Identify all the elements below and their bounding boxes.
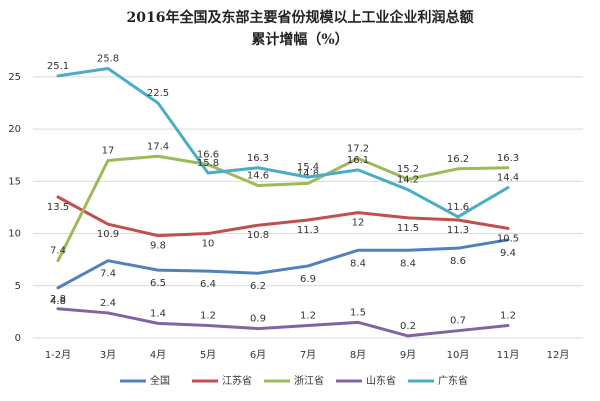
- data-label: 25.1: [47, 61, 69, 72]
- x-tick-label: 5月: [200, 349, 216, 361]
- data-label: 17: [102, 145, 115, 156]
- data-label: 7.4: [50, 246, 66, 257]
- x-tick-label: 12月: [547, 349, 570, 361]
- data-label: 16.3: [247, 153, 269, 164]
- data-label: 16.6: [197, 150, 219, 161]
- data-label: 1.5: [350, 307, 366, 318]
- data-label: 14.6: [247, 171, 269, 182]
- legend-label: 全国: [150, 374, 170, 387]
- data-label: 6.9: [300, 274, 316, 285]
- data-label: 1.2: [200, 310, 216, 321]
- data-label: 13.5: [47, 202, 69, 213]
- data-label: 6.5: [150, 278, 166, 289]
- data-label: 10.8: [247, 230, 269, 241]
- x-tick-label: 1-2月: [45, 349, 71, 361]
- x-tick-label: 7月: [300, 349, 316, 361]
- data-label: 10.9: [97, 229, 119, 240]
- legend-label: 浙江省: [294, 374, 324, 387]
- data-label: 8.4: [400, 258, 416, 269]
- data-label: 10: [202, 239, 215, 250]
- data-label: 11.3: [297, 225, 319, 236]
- series-line: [56, 238, 510, 290]
- data-label: 22.5: [147, 88, 169, 99]
- data-label: 12: [352, 218, 365, 229]
- data-label: 25.8: [97, 54, 119, 65]
- x-tick-label: 9月: [400, 349, 416, 361]
- data-label: 17.2: [347, 143, 369, 154]
- data-label: 0.2: [400, 321, 416, 332]
- x-tick-label: 3月: [100, 349, 116, 361]
- data-label: 1.4: [150, 308, 166, 319]
- series-line: [56, 154, 510, 263]
- data-label: 0.7: [450, 316, 466, 327]
- data-label: 10.5: [497, 233, 519, 244]
- data-label: 8.6: [450, 256, 466, 267]
- y-tick-label: 20: [8, 124, 21, 135]
- data-label: 2.8: [50, 294, 66, 305]
- series-line: [56, 195, 510, 238]
- data-label: 14.4: [497, 173, 519, 184]
- data-label: 9.8: [150, 241, 166, 252]
- chart-subtitle: 累计增幅（%）: [251, 31, 348, 48]
- x-tick-label: 6月: [250, 349, 266, 361]
- data-label: 8.4: [350, 258, 366, 269]
- legend-label: 江苏省: [222, 374, 252, 387]
- y-tick-label: 0: [15, 333, 21, 344]
- data-label: 1.2: [300, 310, 316, 321]
- legend-label: 山东省: [366, 374, 396, 387]
- x-tick-label: 11月: [497, 349, 520, 361]
- y-tick-label: 15: [8, 176, 21, 187]
- data-label: 0.9: [250, 314, 266, 325]
- x-tick-label: 4月: [150, 349, 166, 361]
- data-label: 14.2: [397, 175, 419, 186]
- data-label: 6.2: [250, 281, 266, 292]
- data-label: 7.4: [100, 269, 116, 280]
- data-label: 1.2: [500, 310, 516, 321]
- data-label: 16.1: [347, 155, 369, 166]
- data-label: 16.2: [447, 154, 469, 165]
- data-label: 15.8: [197, 158, 219, 169]
- y-tick-label: 25: [8, 72, 21, 83]
- series-line: [56, 307, 510, 338]
- x-tick-label: 10月: [447, 349, 470, 361]
- data-label: 11.5: [397, 223, 419, 234]
- chart-title: 2016年全国及东部主要省份规模以上工业企业利润总额: [127, 9, 474, 26]
- data-label: 11.3: [447, 225, 469, 236]
- legend-label: 广东省: [438, 374, 468, 387]
- data-label: 15.4: [297, 162, 319, 173]
- data-label: 4.8: [50, 296, 66, 307]
- data-label: 11.6: [447, 202, 469, 213]
- data-label: 9.4: [500, 248, 516, 259]
- y-tick-label: 10: [8, 229, 21, 240]
- data-label: 14.8: [297, 168, 319, 179]
- x-tick-label: 8月: [350, 349, 366, 361]
- y-tick-label: 5: [15, 281, 21, 292]
- data-label: 15.2: [397, 164, 419, 175]
- data-label: 6.4: [200, 279, 216, 290]
- data-label: 2.4: [100, 298, 116, 309]
- series-line: [56, 67, 510, 219]
- data-label: 16.3: [497, 153, 519, 164]
- data-label: 17.4: [147, 141, 169, 152]
